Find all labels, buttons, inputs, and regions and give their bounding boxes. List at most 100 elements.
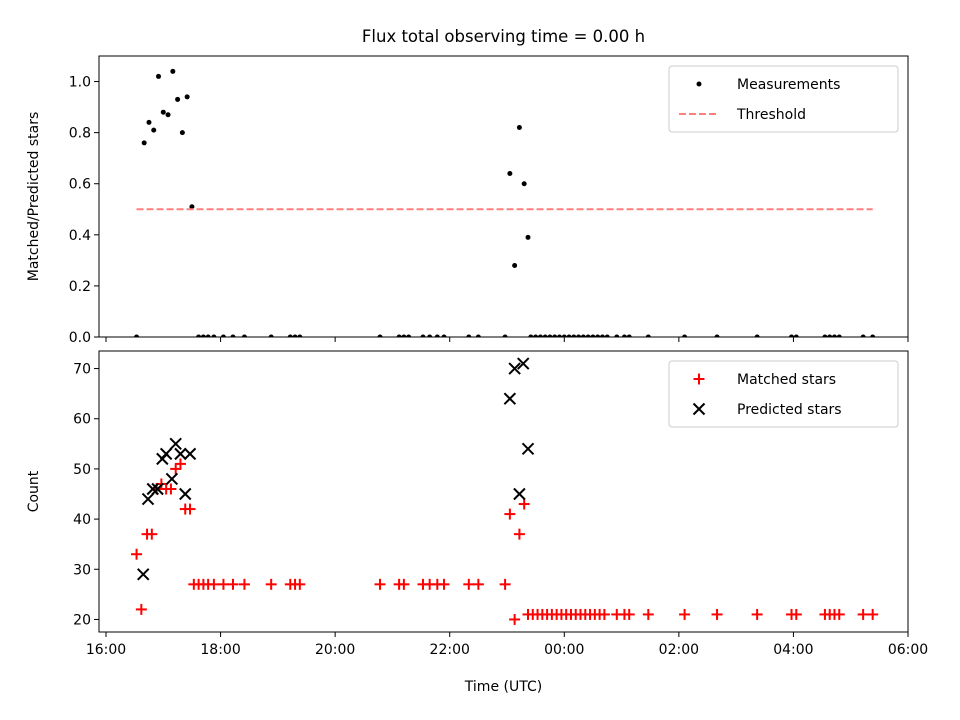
measurements-point-11 (189, 204, 195, 210)
top-legend-marker-measurements (696, 81, 702, 87)
measurements-point-19 (268, 334, 274, 337)
predicted-stars-point-12 (508, 362, 521, 375)
matched-stars-point-60 (711, 608, 723, 620)
x-tick-label-7: 06:00 (888, 642, 928, 658)
top-y-axis-label: Matched/Predicted stars (26, 112, 42, 282)
measurements-point-15 (211, 334, 217, 337)
measurements-point-48 (571, 334, 577, 337)
predicted-stars-point-6 (165, 472, 179, 486)
measurements-point-27 (420, 334, 426, 337)
top-legend: Measurements Threshold (668, 65, 899, 133)
top-ytick-label-5: 1.0 (69, 75, 91, 91)
measurements-point-55 (604, 334, 610, 337)
measurements-point-67 (831, 334, 837, 337)
measurements-point-61 (714, 334, 720, 337)
matched-stars-point-17 (217, 578, 229, 590)
x-tick-label-2: 20:00 (315, 642, 355, 658)
bottom-ytick-label-2: 40 (73, 512, 91, 528)
matched-stars-point-35 (509, 613, 521, 625)
measurements-point-65 (822, 334, 828, 337)
bottom-frame (98, 350, 909, 633)
matched-stars-point-30 (438, 578, 450, 590)
predicted-stars-point-5-b (159, 447, 173, 461)
matched-stars-point-68 (857, 608, 869, 620)
matched-stars-point-31 (463, 578, 475, 590)
matched-stars-point-8 (170, 463, 182, 475)
measurements-point-12 (196, 334, 202, 337)
matched-stars-point-3 (146, 528, 158, 540)
predicted-stars-point-14-b (517, 357, 530, 370)
measurements-point-62 (754, 334, 760, 337)
measurements-point-23 (377, 334, 383, 337)
bottom-legend-label-matched-stars: Matched stars (737, 372, 836, 388)
predicted-stars-point-3-b (151, 482, 164, 496)
predicted-stars-point-6-b (165, 472, 179, 486)
measurements-point-39 (528, 334, 534, 337)
bottom-series-matched-stars (131, 458, 879, 625)
measurements-point-7 (170, 68, 176, 74)
predicted-stars-point-11-b (503, 392, 517, 405)
measurements-point-49 (576, 334, 582, 337)
measurements-point-8 (175, 96, 181, 102)
predicted-stars-point-3 (151, 482, 164, 496)
top-ytick-label-4: 0.8 (69, 126, 91, 142)
measurements-point-68 (836, 334, 842, 337)
measurements-point-3 (151, 127, 157, 133)
measurements-point-42 (542, 334, 548, 337)
x-tick-label-1: 18:00 (200, 642, 240, 658)
predicted-stars-point-0 (137, 568, 150, 581)
matched-stars-point-69 (867, 608, 879, 620)
measurements-point-30 (441, 334, 447, 337)
bottom-legend: Matched stars Predicted stars (668, 360, 899, 428)
measurements-point-45 (557, 334, 563, 337)
top-legend-label-measurements: Measurements (737, 77, 840, 93)
measurements-point-21 (292, 334, 298, 337)
top-legend-label-threshold: Threshold (736, 107, 806, 123)
measurements-point-59 (645, 334, 651, 337)
predicted-stars-point-1-b (141, 492, 155, 506)
bottom-ytick-label-4: 60 (73, 412, 91, 428)
measurements-point-36 (516, 125, 522, 131)
predicted-stars-point-7 (169, 437, 182, 451)
measurements-point-9 (179, 130, 185, 136)
bottom-legend-marker-predicted-stars (692, 402, 706, 416)
matched-stars-point-23 (294, 578, 306, 590)
measurements-point-40 (533, 334, 539, 337)
measurements-point-5 (160, 109, 166, 115)
predicted-stars-point-12-b (508, 362, 521, 375)
measurements-point-20 (287, 334, 293, 337)
predicted-stars-point-11 (503, 392, 517, 405)
measurements-point-46 (561, 334, 567, 337)
matched-stars-point-26 (398, 578, 410, 590)
measurements-point-24 (396, 334, 402, 337)
bottom-ytick-label-1: 30 (73, 562, 91, 578)
predicted-stars-point-13-b (513, 487, 526, 501)
bottom-data (131, 357, 879, 625)
measurements-point-38 (525, 234, 531, 240)
matched-stars-point-11 (184, 503, 196, 515)
measurements-point-41 (537, 334, 543, 337)
measurements-point-16 (220, 334, 226, 337)
measurements-point-63 (789, 334, 795, 337)
measurements-point-28 (427, 334, 433, 337)
top-ytick-label-0: 0.0 (69, 330, 91, 346)
predicted-stars-point-13 (513, 487, 526, 501)
measurements-point-54 (599, 334, 605, 337)
measurements-point-64 (793, 334, 799, 337)
x-tick-label-3: 22:00 (430, 642, 470, 658)
measurements-point-10 (184, 94, 190, 100)
bottom-legend-marker-matched-stars (693, 373, 705, 385)
measurements-point-31 (466, 334, 472, 337)
predicted-stars-point-0-b (137, 568, 150, 581)
measurements-point-66 (827, 334, 833, 337)
measurements-point-26 (406, 334, 412, 337)
top-legend-box (668, 65, 899, 133)
measurements-point-56 (614, 334, 620, 337)
top-ytick-label-3: 0.6 (69, 177, 91, 193)
matched-stars-point-57 (623, 608, 635, 620)
bottom-legend-label-predicted-stars: Predicted stars (737, 402, 842, 418)
matched-stars-point-36 (513, 528, 525, 540)
x-tick-label-4: 00:00 (544, 642, 584, 658)
measurements-point-60 (682, 334, 688, 337)
